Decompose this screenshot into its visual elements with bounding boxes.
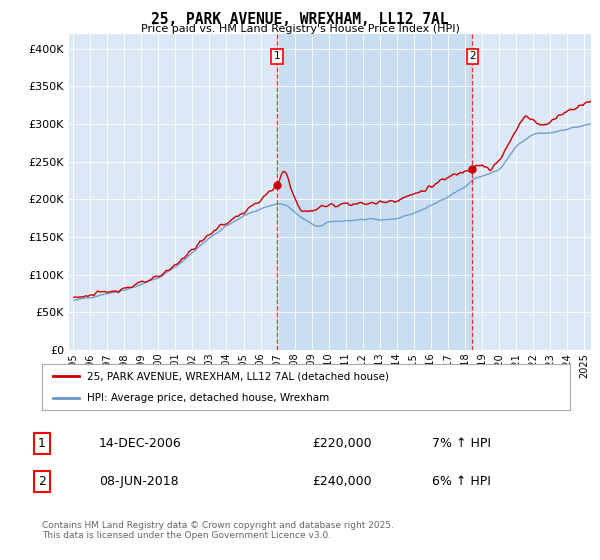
Text: 25, PARK AVENUE, WREXHAM, LL12 7AL: 25, PARK AVENUE, WREXHAM, LL12 7AL (151, 12, 449, 27)
Text: Contains HM Land Registry data © Crown copyright and database right 2025.
This d: Contains HM Land Registry data © Crown c… (42, 521, 394, 540)
Text: Price paid vs. HM Land Registry's House Price Index (HPI): Price paid vs. HM Land Registry's House … (140, 24, 460, 34)
Text: 25, PARK AVENUE, WREXHAM, LL12 7AL (detached house): 25, PARK AVENUE, WREXHAM, LL12 7AL (deta… (87, 371, 389, 381)
Text: 6% ↑ HPI: 6% ↑ HPI (432, 475, 491, 488)
Text: 7% ↑ HPI: 7% ↑ HPI (432, 437, 491, 450)
Bar (277, 34, 472, 350)
Text: HPI: Average price, detached house, Wrexham: HPI: Average price, detached house, Wrex… (87, 393, 329, 403)
Text: 14-DEC-2006: 14-DEC-2006 (99, 437, 182, 450)
Text: 1: 1 (38, 437, 46, 450)
Text: £240,000: £240,000 (312, 475, 371, 488)
Text: 2: 2 (469, 51, 476, 61)
Text: 08-JUN-2018: 08-JUN-2018 (99, 475, 179, 488)
Text: 1: 1 (274, 51, 280, 61)
Text: £220,000: £220,000 (312, 437, 371, 450)
Text: 2: 2 (38, 475, 46, 488)
